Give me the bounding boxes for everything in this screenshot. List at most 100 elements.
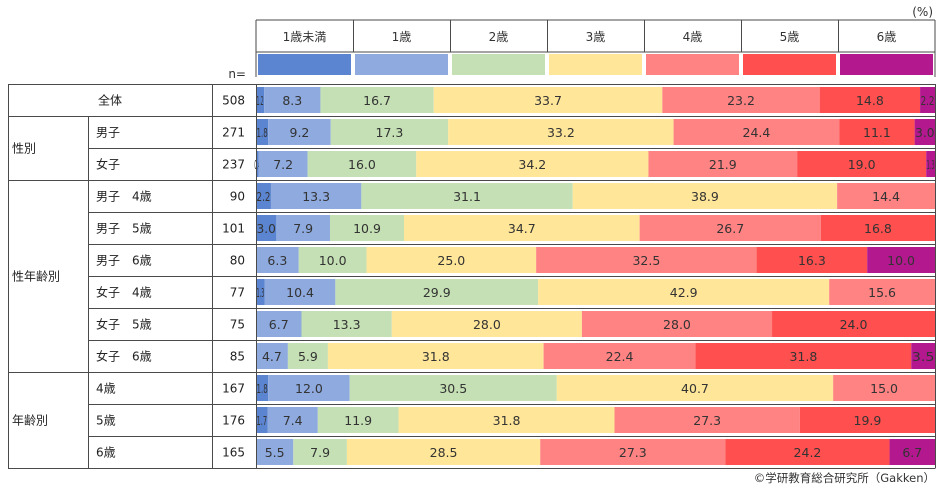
row-label: 男子 5歳	[96, 222, 152, 236]
data-label: 10.4	[286, 285, 314, 300]
row-label: 5歳	[96, 414, 116, 428]
data-label: 9.2	[290, 125, 310, 140]
data-label: 24.4	[743, 125, 771, 140]
bar-segment	[911, 343, 935, 369]
bar-segment	[256, 439, 294, 465]
group-label: 性年齢別	[12, 269, 60, 284]
bar-segment	[538, 279, 830, 305]
data-label: 7.9	[293, 221, 313, 236]
legend-label: 1歳未満	[283, 30, 327, 44]
bar-segment	[433, 87, 663, 113]
data-label: 31.8	[493, 413, 521, 428]
legend-label: 3歳	[586, 30, 606, 44]
data-label: 1.8	[257, 381, 268, 396]
data-label: 28.0	[663, 317, 691, 332]
data-label: 26.7	[716, 221, 744, 236]
legend-label: 1歳	[392, 30, 412, 44]
data-label: 11.9	[344, 413, 372, 428]
bar-segment	[268, 119, 331, 145]
row-label: 女子 4歳	[96, 285, 152, 300]
row-label: 男子 4歳	[96, 190, 152, 204]
data-label: 24.2	[794, 445, 822, 460]
legend-label: 4歳	[683, 30, 703, 44]
data-label: 15.6	[868, 285, 896, 300]
bar-segment	[540, 439, 726, 465]
data-label: 28.5	[430, 445, 458, 460]
bar-segment	[258, 151, 308, 177]
data-label: 33.7	[534, 93, 562, 108]
data-label: 13.3	[333, 317, 361, 332]
bar-segment	[639, 215, 821, 241]
bar-segment	[256, 407, 268, 433]
bar-segment	[556, 375, 834, 401]
data-label: 32.5	[632, 253, 660, 268]
bar-segment	[293, 439, 347, 465]
bar-segment	[349, 375, 557, 401]
legend-swatch	[355, 54, 448, 75]
bar-segment	[648, 151, 798, 177]
bar-segment	[543, 343, 696, 369]
data-label: 14.8	[856, 93, 884, 108]
data-label: 1.3	[257, 285, 265, 300]
bar-segment	[276, 215, 331, 241]
bar-segment	[256, 375, 269, 401]
data-label: 38.9	[691, 189, 719, 204]
data-label: 13.3	[302, 189, 330, 204]
data-label: 7.2	[273, 157, 293, 172]
row-label: 4歳	[96, 382, 116, 396]
bar-segment	[398, 407, 615, 433]
legend-swatch	[646, 54, 739, 75]
bar-segment	[797, 151, 927, 177]
bar-segment	[256, 183, 271, 209]
bar-segment	[920, 87, 935, 113]
data-label: 27.3	[619, 445, 647, 460]
copyright-text: ©学研教育総合研究所（Gakken）	[754, 471, 935, 485]
data-label: 31.8	[422, 349, 450, 364]
n-value: 176	[222, 414, 245, 428]
data-label: 10.0	[319, 253, 347, 268]
n-value: 167	[222, 382, 245, 396]
bar-segment	[536, 247, 757, 273]
data-label: 42.9	[670, 285, 698, 300]
bar-segment	[756, 247, 868, 273]
n-value: 508	[222, 94, 245, 108]
n-value: 77	[230, 286, 245, 300]
data-label: 30.5	[439, 381, 467, 396]
bar-segment	[256, 119, 269, 145]
bar-segment	[662, 87, 820, 113]
data-label: 23.2	[727, 93, 755, 108]
data-label: 10.0	[887, 253, 915, 268]
bar-segment	[256, 247, 299, 273]
row-label: 男子	[96, 126, 120, 140]
data-label: 16.3	[798, 253, 826, 268]
bar-segment	[914, 119, 935, 145]
bar-segment	[298, 247, 367, 273]
row-label: 女子	[96, 157, 120, 172]
bar-segment	[264, 87, 321, 113]
legend-label: 6歳	[877, 30, 897, 44]
n-value: 165	[222, 446, 245, 460]
bar-segment	[725, 439, 890, 465]
bar-segment	[673, 119, 840, 145]
data-label: 7.9	[310, 445, 330, 460]
bar-segment	[366, 247, 537, 273]
bar-segment	[268, 375, 350, 401]
bar-segment	[256, 151, 259, 177]
bar-segment	[799, 407, 935, 433]
legend-swatch	[840, 54, 933, 75]
bar-segment	[391, 311, 582, 337]
data-label: 8.3	[282, 93, 302, 108]
n-value: 271	[222, 126, 245, 140]
data-label: 1.3	[927, 157, 935, 172]
legend-swatch	[258, 54, 351, 75]
data-label: 28.0	[473, 317, 501, 332]
bar-segment	[572, 183, 838, 209]
bar-segment	[267, 407, 318, 433]
data-label: 24.0	[840, 317, 868, 332]
bar-segment	[256, 87, 265, 113]
data-label: 40.7	[681, 381, 709, 396]
data-label: 31.1	[453, 189, 481, 204]
data-label: 34.2	[518, 157, 546, 172]
bar-segment	[820, 215, 935, 241]
